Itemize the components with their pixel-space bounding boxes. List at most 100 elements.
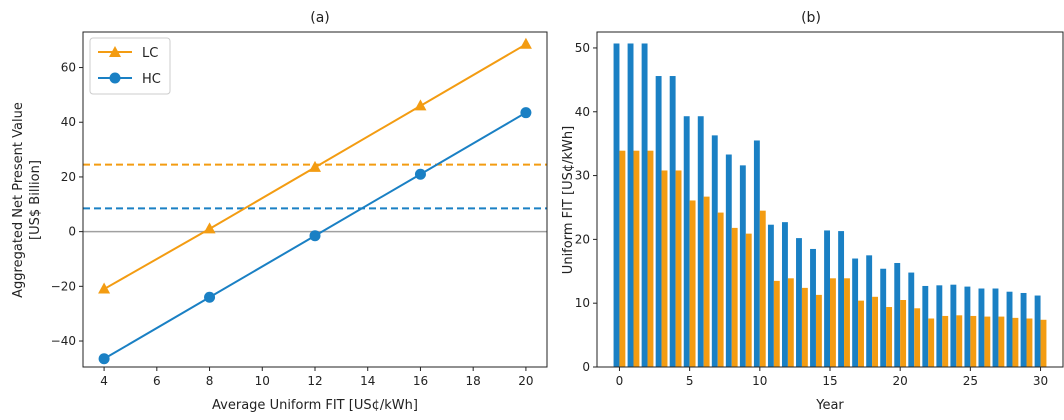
bar-lc <box>787 278 794 367</box>
x-tick-label: 18 <box>466 374 481 388</box>
bar-hc <box>767 224 774 367</box>
y-tick-label: 0 <box>68 225 76 239</box>
point-lc <box>519 37 532 49</box>
bar-hc <box>908 272 915 367</box>
point-lc <box>414 99 427 111</box>
bar-hc <box>894 262 901 367</box>
x-tick-label: 8 <box>206 374 214 388</box>
bar-hc <box>810 248 816 367</box>
panel-a-x-axis-label: Average Uniform FIT [US¢/kWh] <box>212 398 418 413</box>
bar-hc <box>1006 291 1013 367</box>
bar-lc <box>914 308 921 367</box>
point-hc <box>309 230 321 242</box>
bar-hc <box>627 43 634 367</box>
point-hc <box>520 107 532 119</box>
y-tick-label: 10 <box>575 296 590 310</box>
point-hc <box>204 291 216 303</box>
bar-hc <box>866 255 873 367</box>
y-tick-label: 30 <box>575 169 590 183</box>
legend: LC HC <box>89 37 171 95</box>
y-tick-label: −40 <box>51 334 76 348</box>
x-tick-label: 20 <box>893 374 908 388</box>
y-tick-label: 0 <box>582 360 590 374</box>
bar-lc <box>872 296 879 367</box>
bar-hc <box>796 238 802 367</box>
x-tick-label: 30 <box>1033 374 1048 388</box>
bar-hc <box>739 165 746 367</box>
y-tick-label: 20 <box>61 170 76 184</box>
panel-b-bar-chart: (b) 0 5 10 15 20 25 30 0 10 20 30 40 50 Year Unifor… <box>561 10 1064 413</box>
bar-lc <box>1026 318 1033 367</box>
x-tick-label: 16 <box>413 374 428 388</box>
bar-hc <box>992 288 999 367</box>
bar-lc <box>830 278 836 367</box>
bar-lc <box>970 315 977 367</box>
bar-lc <box>858 300 864 367</box>
bar-lc <box>675 170 682 367</box>
bar-hc <box>711 135 718 367</box>
y-tick-label: 40 <box>575 105 590 119</box>
legend-hc-marker <box>109 72 121 84</box>
bar-hc <box>936 285 943 367</box>
bar-lc <box>1040 319 1047 367</box>
bar-lc <box>703 196 710 367</box>
panel-b-x-axis-label: Year <box>815 398 844 413</box>
bar-lc <box>815 294 822 367</box>
point-hc <box>98 353 110 365</box>
x-tick-label: 14 <box>360 374 375 388</box>
legend-lc-label: LC <box>142 46 158 61</box>
panel-a-y-axis-label-line2: [US$ Billion] <box>28 160 43 240</box>
y-tick-label: 60 <box>61 61 76 75</box>
bar-hc <box>824 230 830 367</box>
bar-lc <box>661 170 668 367</box>
bar-lc <box>900 300 907 367</box>
panel-b-title: (b) <box>801 10 821 26</box>
bar-lc <box>886 307 893 367</box>
bar-lc <box>731 227 738 367</box>
point-hc <box>414 168 426 180</box>
bar-lc <box>942 315 949 367</box>
x-tick-label: 12 <box>307 374 322 388</box>
x-tick-label: 4 <box>100 374 108 388</box>
bar-lc <box>984 316 991 367</box>
bar-lc <box>689 200 696 367</box>
point-lc <box>203 222 216 234</box>
panel-b-y-axis-label: Uniform FIT [US¢/kWh] <box>561 126 576 274</box>
bar-hc <box>781 222 788 367</box>
point-lc <box>98 282 111 294</box>
bar-lc <box>844 278 850 367</box>
bar-lc <box>759 210 766 367</box>
panel-a-line-chart: (a) 4 6 8 10 12 14 16 18 20 −40 −20 0 20 40 60 Averag… <box>11 10 548 413</box>
bar-lc <box>717 212 724 367</box>
x-tick-label: 15 <box>822 374 837 388</box>
x-tick-label: 5 <box>686 374 694 388</box>
bar-lc <box>801 287 808 367</box>
bar-lc <box>928 318 935 367</box>
x-tick-label: 10 <box>752 374 767 388</box>
bar-lc <box>773 280 780 367</box>
bar-lc <box>745 233 752 367</box>
x-tick-label: 10 <box>255 374 270 388</box>
bar-hc <box>964 286 971 367</box>
panel-a-title: (a) <box>310 10 330 26</box>
bar-hc <box>697 116 704 367</box>
y-tick-label: 20 <box>575 232 590 246</box>
bar-hc <box>950 284 957 367</box>
legend-lc-marker <box>109 46 121 57</box>
bar-lc <box>647 150 654 367</box>
bar-lc <box>1012 317 1019 367</box>
panel-a-y-axis-label-line1: Aggregated Net Present Value <box>11 102 26 298</box>
bar-hc <box>725 154 732 367</box>
bar-lc <box>998 316 1005 367</box>
bar-hc <box>641 43 648 367</box>
x-tick-label: 0 <box>616 374 624 388</box>
bar-lc <box>956 315 963 367</box>
bar-hc <box>838 231 845 367</box>
y-tick-label: 50 <box>575 41 590 55</box>
x-tick-label: 25 <box>963 374 978 388</box>
bar-hc <box>753 140 760 367</box>
y-tick-label: −20 <box>51 279 76 293</box>
y-tick-label: 40 <box>61 115 76 129</box>
bar-hc <box>880 268 887 367</box>
